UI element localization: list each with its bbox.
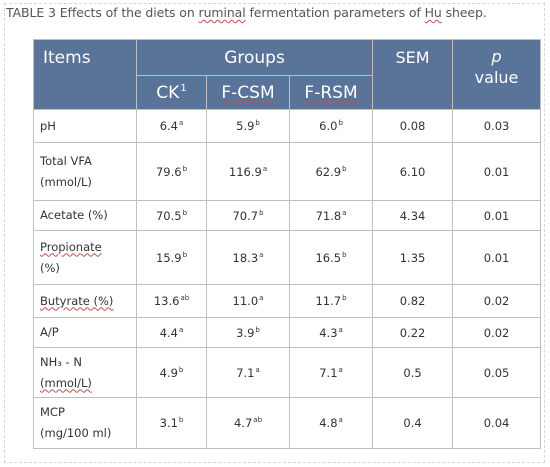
- row-label: MCP (mg/100 ml): [33, 397, 137, 449]
- row-label: pH: [33, 109, 137, 143]
- cell-frsm: 6.0b: [288, 109, 374, 143]
- header-items: Items: [33, 39, 137, 110]
- table-row: NH₃ - N (mmol/L) 4.9b 7.1a 7.1a 0.5 0.05: [33, 347, 542, 398]
- header-groups: Groups: [135, 39, 374, 76]
- cell-ck: 13.6ab: [136, 284, 207, 318]
- cell-ck: 79.6b: [136, 142, 207, 201]
- cell-frsm: 4.3a: [288, 317, 374, 348]
- cell-fcsm: 70.7b: [206, 200, 290, 231]
- caption-text-2: fermentation parameters of: [245, 5, 425, 20]
- cell-p: 0.04: [452, 397, 542, 449]
- row-label: NH₃ - N (mmol/L): [33, 347, 137, 398]
- cell-sem: 0.4: [372, 397, 454, 449]
- cell-sem: 6.10: [372, 142, 454, 201]
- cell-p: 0.03: [452, 109, 542, 143]
- cell-p: 0.01: [452, 200, 542, 231]
- table-row: Butyrate (%) 13.6ab 11.0a 11.7b 0.82 0.0…: [33, 284, 542, 318]
- ck-footnote: 1: [180, 82, 187, 94]
- cell-ck: 6.4a: [136, 109, 207, 143]
- table-row: pH 6.4a 5.9b 6.0b 0.08 0.03: [33, 109, 542, 143]
- cell-sem: 1.35: [372, 230, 454, 285]
- cell-frsm: 4.8a: [288, 397, 374, 449]
- cell-frsm: 16.5b: [288, 230, 374, 285]
- cell-frsm: 11.7b: [288, 284, 374, 318]
- cell-ck: 4.9b: [136, 347, 207, 398]
- cell-p: 0.05: [452, 347, 542, 398]
- caption-text-1: TABLE 3 Effects of the diets on: [6, 5, 199, 20]
- table-caption: TABLE 3 Effects of the diets on ruminal …: [6, 5, 487, 20]
- cell-fcsm: 4.7ab: [206, 397, 290, 449]
- table-row: Acetate (%) 70.5b 70.7b 71.8a 4.34 0.01: [33, 200, 542, 231]
- cell-frsm: 62.9b: [288, 142, 374, 201]
- cell-ck: 70.5b: [136, 200, 207, 231]
- row-label: Acetate (%): [33, 200, 137, 231]
- header-frsm: F-RSM: [288, 75, 374, 110]
- cell-sem: 0.22: [372, 317, 454, 348]
- cell-p: 0.02: [452, 317, 542, 348]
- cell-sem: 0.82: [372, 284, 454, 318]
- cell-fcsm: 11.0a: [206, 284, 290, 318]
- fermentation-table: Items Groups SEM p value CK1 F-CSM F-RSM …: [33, 39, 542, 449]
- table-row: Total VFA (mmol/L) 79.6b 116.9a 62.9b 6.1…: [33, 142, 542, 201]
- cell-p: 0.02: [452, 284, 542, 318]
- frsm-label: F-RSM: [304, 82, 358, 103]
- table-row: A/P 4.4a 3.9b 4.3a 0.22 0.02: [33, 317, 542, 348]
- cell-fcsm: 3.9b: [206, 317, 290, 348]
- cell-ck: 4.4a: [136, 317, 207, 348]
- figure-frame: [4, 3, 545, 463]
- table-row: MCP (mg/100 ml) 3.1b 4.7ab 4.8a 0.4 0.04: [33, 397, 542, 449]
- row-label: Butyrate (%): [33, 284, 137, 318]
- cell-sem: 4.34: [372, 200, 454, 231]
- fcsm-label: F-CSM: [221, 82, 275, 103]
- table-row: Propionate (%) 15.9b 18.3a 16.5b 1.35 0.0…: [33, 230, 542, 285]
- header-fcsm: F-CSM: [206, 75, 290, 110]
- row-label: Propionate (%): [33, 230, 137, 285]
- cell-frsm: 7.1a: [288, 347, 374, 398]
- cell-fcsm: 7.1a: [206, 347, 290, 398]
- cell-fcsm: 5.9b: [206, 109, 290, 143]
- cell-p: 0.01: [452, 230, 542, 285]
- ck-label: CK: [156, 82, 180, 103]
- caption-word-ruminal: ruminal: [198, 5, 246, 20]
- header-sem: SEM: [372, 39, 454, 110]
- cell-sem: 0.08: [372, 109, 454, 143]
- caption-word-hu: Hu: [424, 5, 442, 20]
- cell-p: 0.01: [452, 142, 542, 201]
- cell-ck: 3.1b: [136, 397, 207, 449]
- cell-fcsm: 18.3a: [206, 230, 290, 285]
- header-ck: CK1: [136, 75, 207, 110]
- row-label: Total VFA (mmol/L): [33, 142, 137, 201]
- header-p-value: p value: [452, 39, 542, 110]
- cell-fcsm: 116.9a: [206, 142, 290, 201]
- cell-sem: 0.5: [372, 347, 454, 398]
- p-symbol: p: [491, 47, 502, 66]
- caption-text-3: sheep.: [441, 5, 487, 20]
- cell-ck: 15.9b: [136, 230, 207, 285]
- row-label: A/P: [33, 317, 137, 348]
- cell-frsm: 71.8a: [288, 200, 374, 231]
- p-value-label: value: [474, 68, 519, 87]
